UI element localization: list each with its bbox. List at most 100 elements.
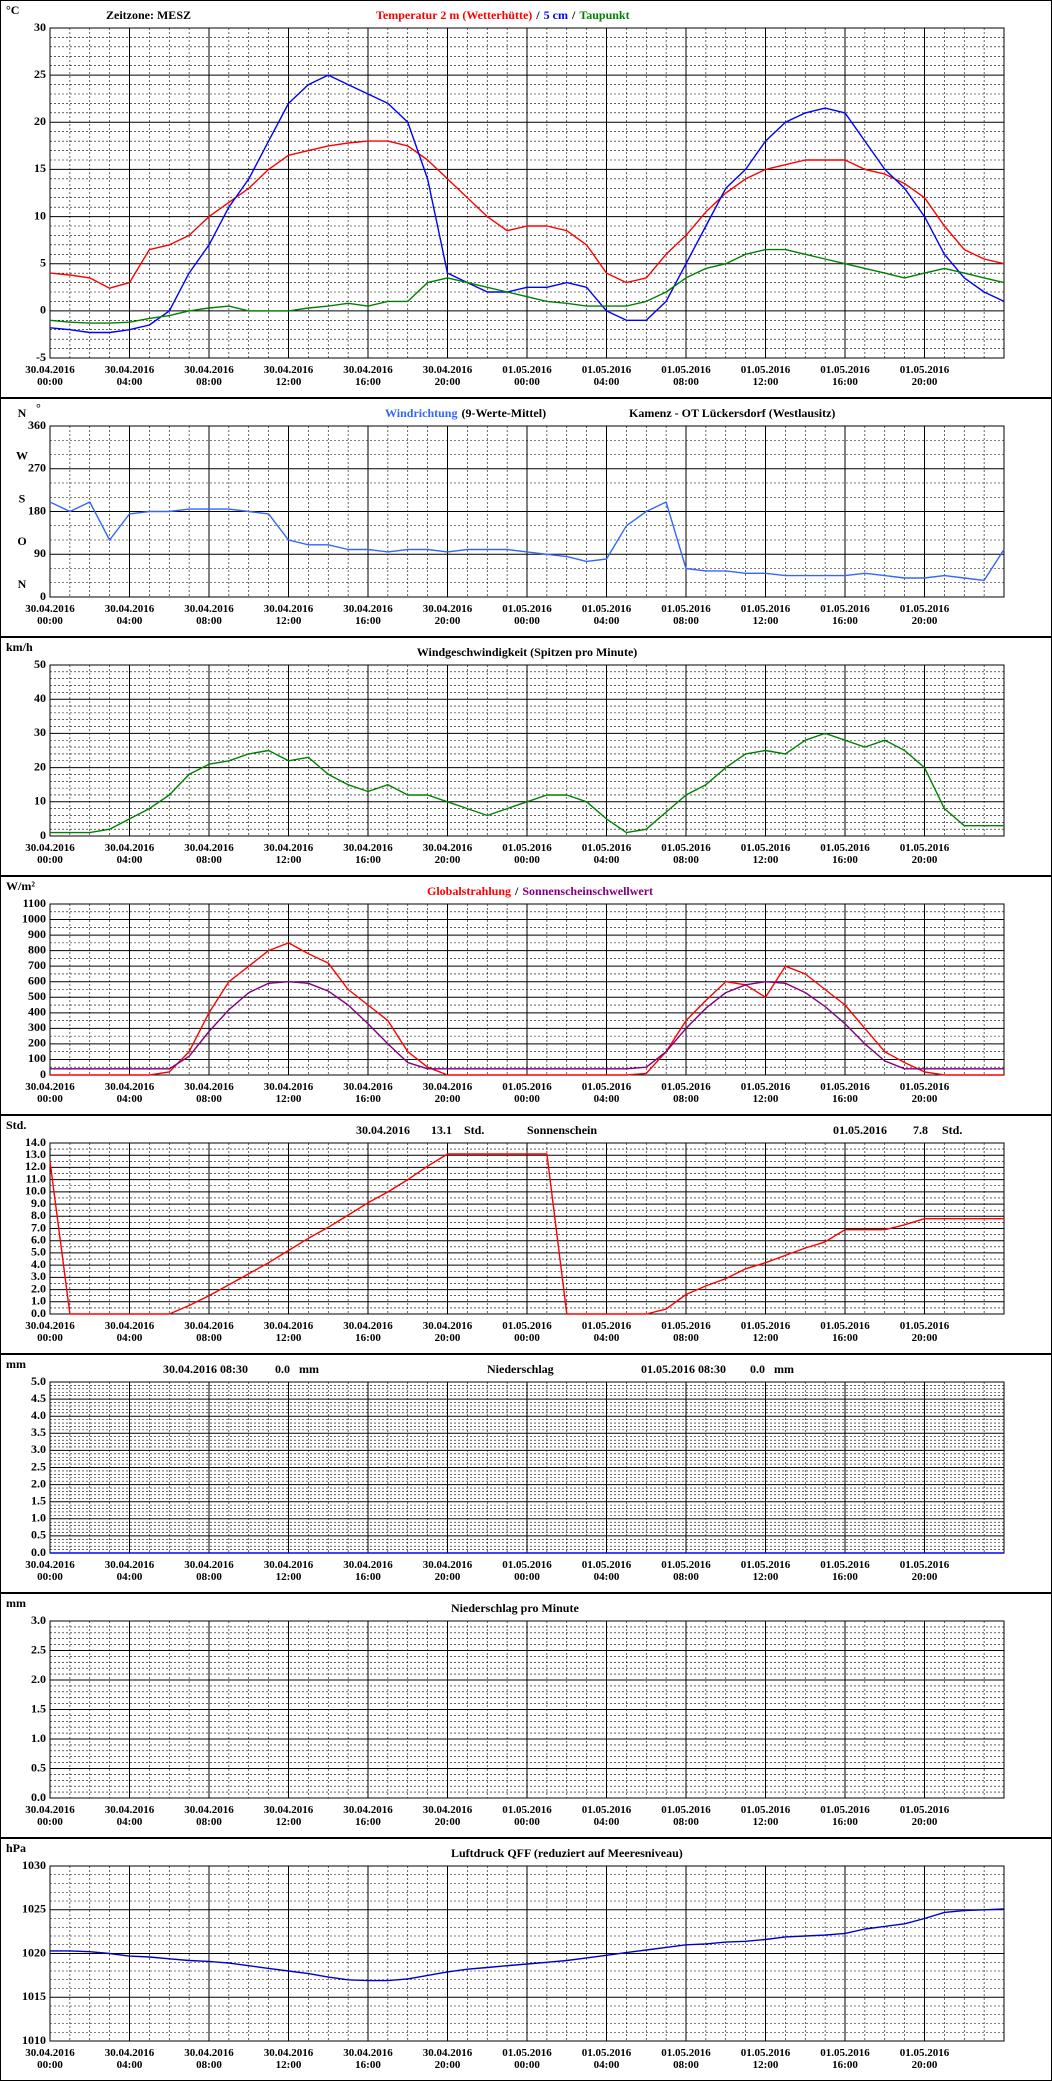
x-tick-label: 30.04.2016 20:00	[422, 603, 473, 627]
y-tick-label: 10	[34, 208, 46, 222]
header-text: 01.05.2016	[833, 1123, 887, 1137]
y-tick-label: 20	[34, 114, 46, 128]
y-tick-label: 25	[34, 67, 46, 81]
x-tick-label: 01.05.2016 04:00	[581, 1559, 632, 1583]
header-text: 30.04.2016 08:30	[163, 1362, 248, 1376]
y-tick-label: 2.0	[31, 1281, 46, 1295]
y-tick-label: 7.0	[31, 1220, 46, 1234]
x-tick-label: 30.04.2016 00:00	[25, 364, 75, 388]
x-tick-label: 01.05.2016 00:00	[502, 1320, 552, 1344]
header-text: 01.05.2016 08:30	[641, 1362, 726, 1376]
series-line	[49, 501, 1005, 582]
x-tick-label: 30.04.2016 08:00	[184, 1559, 234, 1583]
x-tick-label: 30.04.2016 16:00	[343, 1804, 393, 1828]
header-text: Zeitzone: MESZ	[106, 8, 191, 22]
header-text: 0.0	[750, 1362, 765, 1376]
x-tick-label: 01.05.2016 04:00	[581, 364, 632, 388]
x-tick-label: 30.04.2016 16:00	[343, 1559, 393, 1583]
x-tick-label: 30.04.2016 16:00	[343, 603, 393, 627]
header-text: Sonnenschein	[527, 1123, 597, 1137]
y-tick-label: 5.0	[31, 1245, 46, 1259]
y-tick-label: 0	[40, 828, 46, 842]
y-tick-label: -5	[36, 350, 46, 364]
y-tick-label: 900	[28, 927, 46, 941]
x-tick-label: 30.04.2016 12:00	[263, 364, 314, 388]
y-tick-label: 400	[28, 1005, 46, 1019]
x-tick-label: 30.04.2016 08:00	[184, 603, 234, 627]
y-tick-label: 1015	[22, 1989, 46, 2003]
header-text: 13.1	[431, 1123, 452, 1137]
legend-entry: Taupunkt	[579, 8, 629, 22]
header-text: mm	[774, 1362, 794, 1376]
x-tick-label: 01.05.2016 16:00	[820, 1804, 870, 1828]
y-unit: °	[36, 401, 41, 415]
y-tick-letter: N	[18, 406, 27, 420]
y-tick-label: 0.0	[31, 1306, 46, 1320]
legend-entry: Windrichtung	[385, 406, 457, 420]
x-tick-label: 01.05.2016 08:00	[661, 1081, 711, 1105]
x-tick-label: 30.04.2016 08:00	[184, 1081, 234, 1105]
y-tick-letter: O	[17, 534, 26, 548]
x-tick-label: 30.04.2016 08:00	[184, 2047, 234, 2071]
header-text: 0.0	[275, 1362, 290, 1376]
x-tick-label: 30.04.2016 00:00	[25, 842, 75, 866]
x-tick-label: 01.05.2016 04:00	[581, 603, 632, 627]
legend-entry: Sonnenscheinschwellwert	[522, 884, 653, 898]
x-tick-label: 01.05.2016 12:00	[740, 1081, 791, 1105]
x-tick-label: 01.05.2016 12:00	[740, 603, 791, 627]
header-text: Niederschlag	[487, 1362, 554, 1376]
y-tick-label: 1000	[22, 911, 46, 925]
header-text: (9-Werte-Mittel)	[461, 406, 546, 420]
header-text: 7.8	[913, 1123, 928, 1137]
y-tick-label: 100	[28, 1051, 46, 1065]
x-tick-label: 30.04.2016 04:00	[104, 1081, 155, 1105]
series-line	[50, 732, 1004, 834]
x-tick-label: 01.05.2016 20:00	[899, 1081, 950, 1105]
x-tick-label: 01.05.2016 20:00	[899, 842, 950, 866]
x-tick-label: 01.05.2016 04:00	[581, 2047, 632, 2071]
y-tick-label: 0.0	[31, 1545, 46, 1559]
header-text: Std.	[464, 1123, 484, 1137]
x-tick-label: 01.05.2016 04:00	[581, 1081, 632, 1105]
x-tick-label: 30.04.2016 12:00	[263, 1804, 314, 1828]
series-line	[49, 1153, 1004, 1315]
y-tick-label: 500	[28, 989, 46, 1003]
x-tick-label: 01.05.2016 08:00	[661, 842, 711, 866]
legend-entry: 5 cm	[544, 8, 568, 22]
y-tick-label: 0.5	[31, 1760, 46, 1774]
y-tick-label: 200	[28, 1036, 46, 1050]
series-line	[50, 1908, 1005, 1982]
y-unit: mm	[6, 1357, 26, 1371]
x-tick-label: 30.04.2016 20:00	[422, 1081, 473, 1105]
y-tick-label: 1100	[23, 896, 46, 910]
y-tick-label: 0	[40, 1067, 46, 1081]
header-text: mm	[299, 1362, 319, 1376]
x-tick-label: 30.04.2016 08:00	[184, 1320, 234, 1344]
y-tick-label: 600	[28, 973, 46, 987]
x-tick-label: 30.04.2016 16:00	[343, 1320, 393, 1344]
y-tick-label: 20	[34, 759, 46, 773]
y-tick-label: 10	[34, 794, 46, 808]
y-tick-label: 700	[28, 958, 46, 972]
y-tick-label: 2.5	[31, 1642, 46, 1656]
y-tick-label: 1.0	[31, 1731, 46, 1745]
y-tick-label: 4.5	[31, 1391, 46, 1405]
x-tick-label: 30.04.2016 16:00	[343, 364, 393, 388]
y-tick-label: 300	[28, 1020, 46, 1034]
header-text: /	[535, 8, 540, 22]
y-tick-label: 2.0	[31, 1476, 46, 1490]
x-tick-label: 01.05.2016 20:00	[899, 2047, 950, 2071]
y-unit: Std.	[6, 1118, 26, 1132]
y-tick-label: 1030	[22, 1858, 46, 1872]
y-tick-label: 1.5	[31, 1493, 46, 1507]
y-unit: mm	[6, 1596, 26, 1610]
x-tick-label: 01.05.2016 00:00	[502, 2047, 552, 2071]
header-text: 30.04.2016	[356, 1123, 410, 1137]
y-unit: W/m²	[6, 879, 35, 893]
series-line	[49, 248, 1005, 324]
x-tick-label: 01.05.2016 16:00	[820, 842, 870, 866]
x-tick-label: 01.05.2016 04:00	[581, 1804, 632, 1828]
y-tick-label: 0.0	[31, 1790, 46, 1804]
header-text: Luftdruck QFF (reduziert auf Meeresnivea…	[451, 1846, 683, 1860]
x-tick-label: 01.05.2016 12:00	[740, 1559, 791, 1583]
